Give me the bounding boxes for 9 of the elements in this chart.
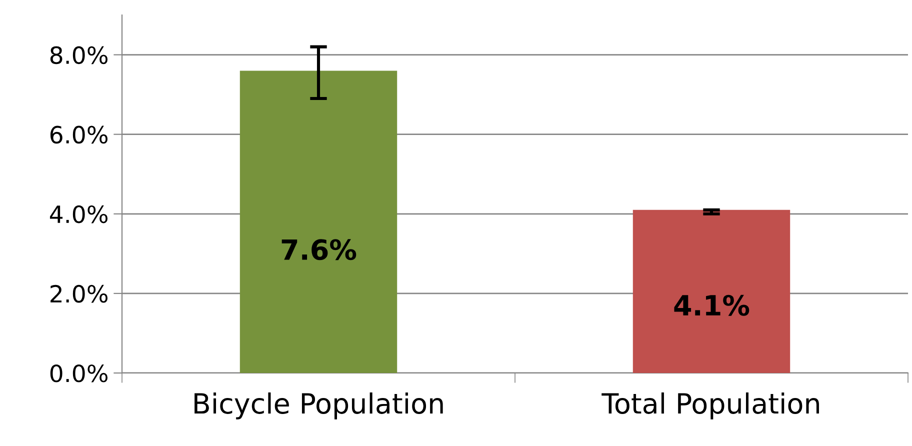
y-tick-label: 4.0% — [50, 205, 108, 224]
y-tick-label: 8.0% — [50, 46, 108, 64]
x-tick-label: Bicycle Population — [194, 392, 443, 420]
y-tick-label: 2.0% — [50, 284, 108, 303]
data-label: 7.6% — [282, 239, 356, 260]
y-tick-label: 0.0% — [50, 364, 108, 382]
x-tick-label: Total Population — [602, 392, 819, 420]
data-label: 4.1% — [674, 294, 750, 316]
y-tick-label: 6.0% — [50, 126, 108, 144]
